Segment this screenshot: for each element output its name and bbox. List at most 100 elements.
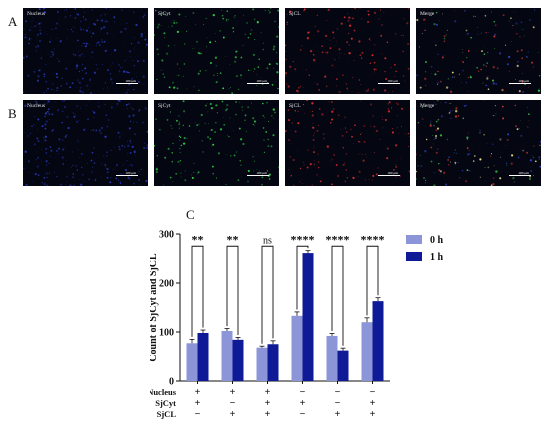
- fluorescence-speck: [112, 157, 114, 158]
- fluorescence-speck: [49, 146, 52, 148]
- micrograph-a-nucleus: Nucleus 100 μm: [23, 8, 148, 94]
- fluorescence-speck: [127, 89, 129, 91]
- fluorescence-speck: [223, 117, 224, 118]
- fluorescence-speck: [272, 108, 275, 111]
- fluorescence-speck: [75, 114, 77, 116]
- fluorescence-speck: [175, 119, 178, 122]
- micrograph-b-sjcyt: SjCyt 100 μm: [154, 100, 279, 186]
- fluorescence-speck: [71, 82, 74, 85]
- fluorescence-speck: [81, 166, 83, 169]
- fluorescence-speck: [35, 100, 38, 103]
- fluorescence-speck: [100, 16, 101, 17]
- fluorescence-speck: [186, 30, 188, 32]
- fluorescence-speck: [64, 184, 66, 186]
- fluorescence-speck: [351, 91, 353, 93]
- fluorescence-speck: [416, 74, 419, 77]
- fluorescence-speck: [175, 21, 178, 24]
- fluorescence-speck: [61, 121, 63, 124]
- fluorescence-speck: [72, 151, 73, 153]
- fluorescence-speck: [108, 119, 110, 121]
- fluorescence-speck: [243, 14, 244, 16]
- fluorescence-speck: [221, 100, 224, 103]
- bar-0h: [291, 315, 303, 381]
- fluorescence-speck: [358, 40, 361, 43]
- fluorescence-speck: [85, 42, 88, 45]
- fluorescence-speck: [214, 40, 217, 43]
- fluorescence-speck: [33, 143, 36, 146]
- fluorescence-speck: [268, 121, 270, 123]
- fluorescence-speck: [359, 8, 361, 9]
- fluorescence-speck: [207, 111, 209, 113]
- fluorescence-speck: [79, 86, 82, 89]
- fluorescence-speck: [251, 102, 253, 104]
- fluorescence-speck: [471, 144, 473, 146]
- fluorescence-speck: [118, 100, 121, 103]
- fluorescence-speck: [432, 135, 434, 136]
- fluorescence-speck: [273, 45, 276, 48]
- fluorescence-speck: [175, 172, 178, 175]
- fluorescence-speck: [443, 171, 446, 174]
- fluorescence-speck: [196, 124, 199, 127]
- fluorescence-speck: [408, 170, 410, 173]
- fluorescence-speck: [182, 100, 185, 103]
- fluorescence-speck: [367, 20, 370, 24]
- fluorescence-speck: [38, 8, 41, 11]
- condition-sign: +: [300, 398, 306, 409]
- fluorescence-speck: [25, 55, 28, 58]
- fluorescence-speck: [352, 76, 354, 79]
- fluorescence-speck: [506, 138, 509, 142]
- fluorescence-speck: [521, 57, 523, 59]
- fluorescence-speck: [198, 123, 200, 125]
- fluorescence-speck: [483, 46, 485, 48]
- fluorescence-speck: [176, 63, 178, 65]
- significance-bracket: [191, 245, 204, 337]
- fluorescence-speck: [126, 71, 129, 74]
- fluorescence-speck: [81, 173, 84, 176]
- scale-bar-label: 100 μm: [518, 79, 529, 83]
- fluorescence-speck: [138, 110, 140, 112]
- fluorescence-speck: [136, 121, 138, 123]
- micrograph-b-merge-signal: [416, 100, 541, 186]
- fluorescence-speck: [487, 88, 490, 91]
- fluorescence-speck: [485, 31, 487, 34]
- fluorescence-speck: [166, 119, 169, 121]
- fluorescence-speck: [357, 140, 360, 143]
- fluorescence-speck: [79, 27, 81, 29]
- fluorescence-speck: [465, 34, 467, 36]
- fluorescence-speck: [118, 64, 120, 66]
- fluorescence-speck: [235, 75, 238, 78]
- fluorescence-speck: [340, 129, 342, 131]
- fluorescence-speck: [270, 8, 272, 9]
- fluorescence-speck: [71, 30, 74, 33]
- fluorescence-speck: [214, 56, 218, 59]
- fluorescence-speck: [144, 32, 145, 33]
- micrograph-label: SjCL: [289, 103, 301, 109]
- fluorescence-speck: [492, 183, 495, 186]
- fluorescence-speck: [43, 137, 45, 139]
- fluorescence-speck: [486, 62, 488, 64]
- fluorescence-speck: [28, 38, 31, 41]
- fluorescence-speck: [214, 131, 217, 134]
- fluorescence-speck: [455, 110, 458, 113]
- fluorescence-speck: [329, 47, 332, 49]
- fluorescence-speck: [29, 106, 31, 108]
- fluorescence-speck: [318, 108, 321, 110]
- fluorescence-speck: [265, 131, 268, 133]
- fluorescence-speck: [178, 121, 181, 123]
- fluorescence-speck: [57, 153, 59, 155]
- fluorescence-speck: [360, 83, 362, 85]
- fluorescence-speck: [226, 104, 229, 107]
- fluorescence-speck: [59, 25, 61, 27]
- fluorescence-speck: [144, 38, 147, 41]
- fluorescence-speck: [227, 134, 228, 136]
- fluorescence-speck: [99, 44, 101, 46]
- scale-bar-label: 100 μm: [518, 171, 529, 175]
- fluorescence-speck: [447, 78, 450, 80]
- fluorescence-speck: [294, 130, 297, 133]
- fluorescence-speck: [130, 42, 133, 45]
- fluorescence-speck: [326, 19, 328, 21]
- fluorescence-speck: [41, 21, 43, 23]
- fluorescence-speck: [246, 21, 248, 24]
- fluorescence-speck: [458, 73, 461, 76]
- fluorescence-speck: [272, 134, 275, 137]
